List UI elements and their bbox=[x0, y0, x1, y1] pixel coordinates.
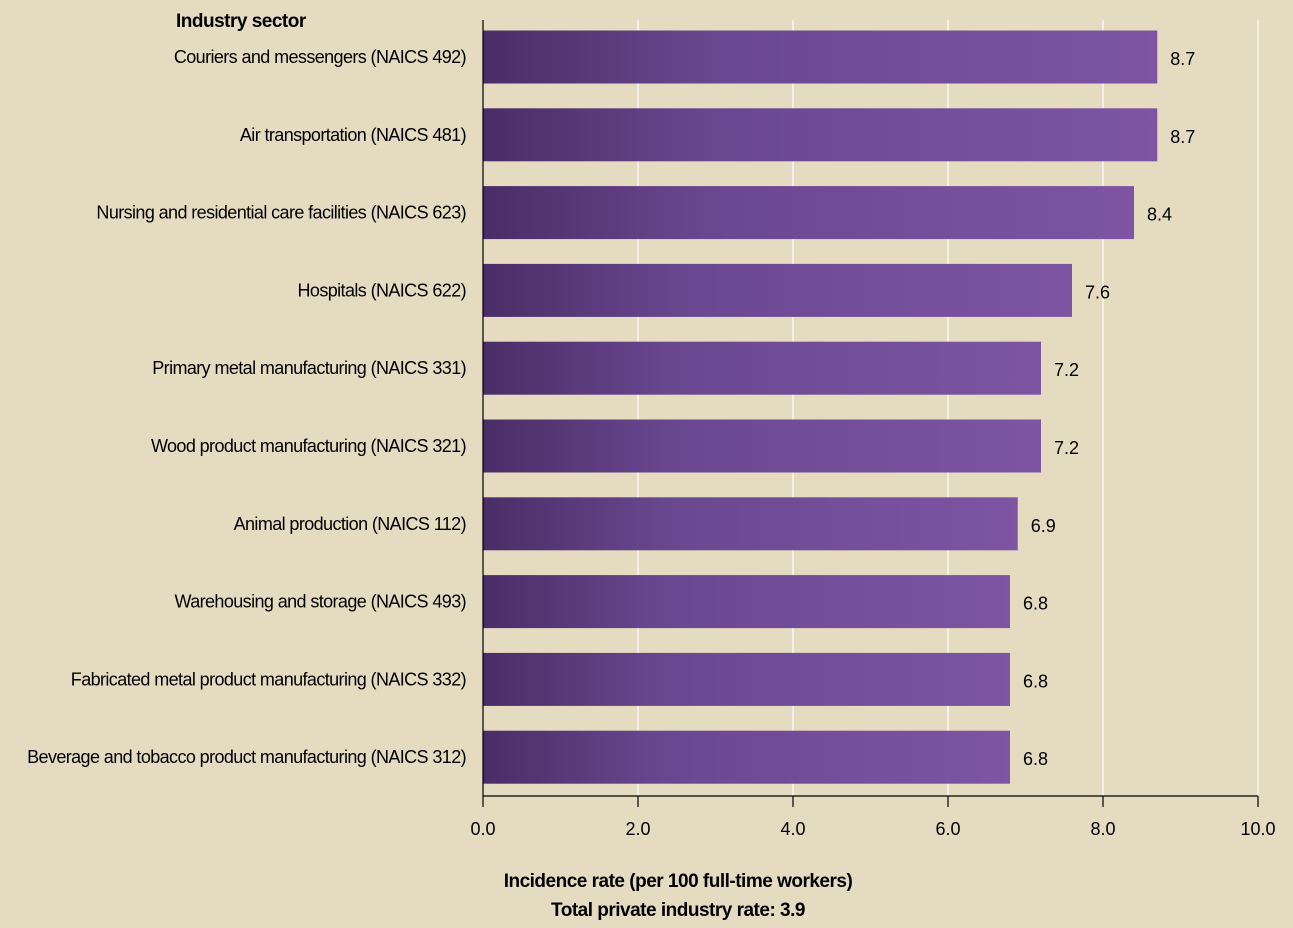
x-axis-title: Incidence rate (per 100 full-time worker… bbox=[504, 871, 853, 892]
x-tick-label: 8.0 bbox=[1090, 819, 1115, 839]
value-label: 7.6 bbox=[1085, 282, 1110, 302]
labels: Couriers and messengers (NAICS 492) 8.7 Ai… bbox=[27, 47, 1195, 769]
bar bbox=[483, 652, 1010, 706]
value-label: 8.4 bbox=[1147, 205, 1172, 225]
bar bbox=[483, 30, 1158, 84]
category-label: Warehousing and storage (NAICS 493) bbox=[175, 592, 467, 612]
value-label: 6.8 bbox=[1023, 749, 1048, 769]
x-tick-label: 6.0 bbox=[935, 819, 960, 839]
value-label: 7.2 bbox=[1054, 438, 1079, 458]
category-label: Beverage and tobacco product manufacturi… bbox=[27, 747, 466, 767]
bar bbox=[483, 575, 1010, 629]
value-label: 6.8 bbox=[1023, 671, 1048, 691]
bar bbox=[483, 186, 1134, 240]
x-tick-label: 10.0 bbox=[1240, 819, 1275, 839]
x-tick-label: 0.0 bbox=[470, 819, 495, 839]
bar bbox=[483, 263, 1072, 317]
value-label: 7.2 bbox=[1054, 360, 1079, 380]
category-label: Nursing and residential care facilities … bbox=[96, 203, 466, 223]
category-label: Wood product manufacturing (NAICS 321) bbox=[151, 436, 466, 456]
axes: 0.0 2.0 4.0 6.0 8.0 10.0 bbox=[470, 20, 1276, 839]
category-label: Animal production (NAICS 112) bbox=[234, 514, 466, 534]
bar bbox=[483, 341, 1041, 395]
category-label: Couriers and messengers (NAICS 492) bbox=[174, 47, 466, 67]
x-tick-label: 2.0 bbox=[625, 819, 650, 839]
bar bbox=[483, 108, 1158, 162]
category-label: Primary metal manufacturing (NAICS 331) bbox=[152, 358, 466, 378]
value-label: 8.7 bbox=[1170, 127, 1195, 147]
footnote: Total private industry rate: 3.9 bbox=[551, 900, 805, 921]
value-label: 8.7 bbox=[1170, 49, 1195, 69]
bar bbox=[483, 497, 1018, 551]
bars bbox=[483, 30, 1158, 784]
x-tick-label: 4.0 bbox=[780, 819, 805, 839]
bar bbox=[483, 419, 1041, 473]
category-label: Hospitals (NAICS 622) bbox=[298, 280, 466, 300]
value-label: 6.8 bbox=[1023, 594, 1048, 614]
category-axis-title: Industry sector bbox=[176, 11, 307, 32]
value-label: 6.9 bbox=[1031, 516, 1056, 536]
bar bbox=[483, 730, 1010, 784]
category-label: Fabricated metal product manufacturing (… bbox=[71, 669, 466, 689]
category-label: Air transportation (NAICS 481) bbox=[240, 125, 466, 145]
